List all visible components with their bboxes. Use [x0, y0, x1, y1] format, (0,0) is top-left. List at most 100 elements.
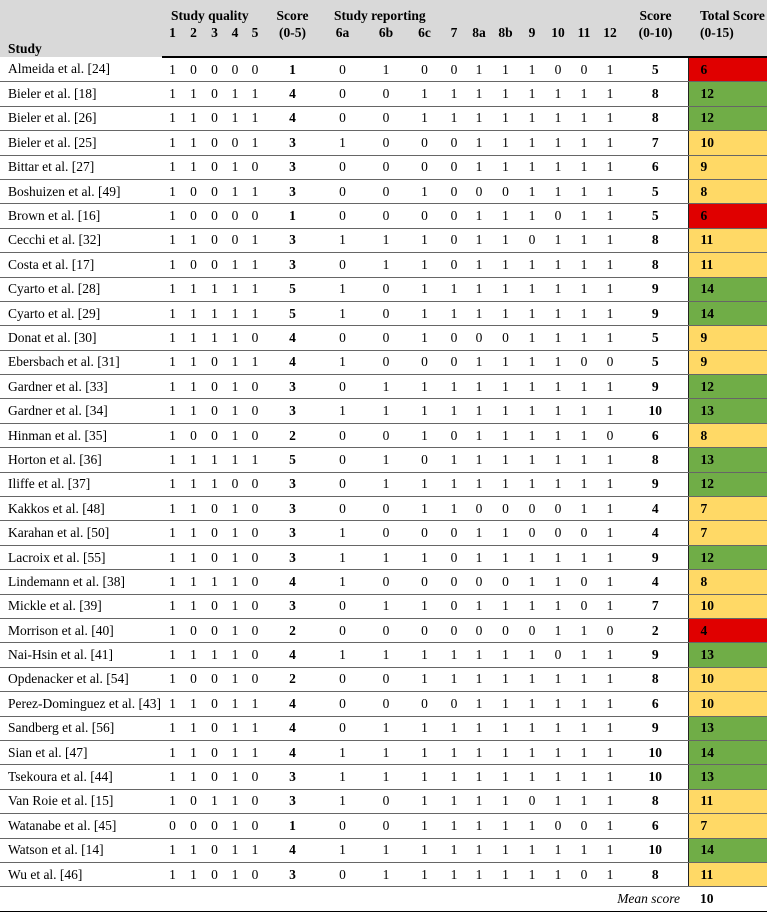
reporting-item-cell: 1 [466, 350, 493, 376]
table-row: Bieler et al. [18] 1 1 0 1 1 4 0 0 1 1 1 1 1 1 1 1 8 12 [0, 81, 768, 107]
reporting-item-cell: 0 [407, 155, 443, 180]
reporting-item-cell: 0 [365, 203, 408, 229]
reporting-item-cell: 0 [365, 179, 408, 205]
quality-item-cell: 1 [245, 350, 266, 376]
column-header-r6c: 6c [407, 24, 443, 58]
reporting-item-cell: 1 [545, 423, 572, 449]
reporting-item-cell: 0 [320, 374, 366, 400]
reporting-score-cell: 6 [623, 813, 689, 839]
reporting-item-cell: 1 [571, 179, 598, 205]
reporting-item-cell: 0 [365, 569, 408, 595]
quality-item-cell: 1 [162, 740, 183, 766]
reporting-item-cell: 0 [442, 57, 467, 83]
quality-item-cell: 1 [225, 325, 245, 351]
reporting-score-cell: 8 [623, 447, 689, 473]
quality-item-cell: 1 [245, 277, 266, 302]
quality-item-cell: 1 [225, 81, 245, 107]
reporting-item-cell: 1 [492, 520, 520, 546]
reporting-item-cell: 0 [545, 203, 572, 229]
reporting-item-cell: 1 [571, 398, 598, 424]
reporting-item-cell: 0 [466, 618, 493, 644]
reporting-item-cell: 1 [545, 277, 572, 302]
reporting-item-cell: 0 [442, 691, 467, 717]
quality-item-cell: 1 [183, 447, 204, 473]
quality-score-cell: 5 [265, 301, 321, 327]
table-row: Hinman et al. [35] 1 0 0 1 0 2 0 0 1 0 1 1 1 1 1 0 6 8 [0, 423, 768, 449]
reporting-item-cell: 1 [545, 545, 572, 571]
quality-item-cell: 1 [162, 374, 183, 400]
reporting-item-cell: 1 [492, 813, 520, 839]
reporting-item-cell: 1 [571, 618, 598, 644]
reporting-item-cell: 1 [407, 472, 443, 498]
quality-item-cell: 1 [183, 740, 204, 766]
reporting-item-cell: 1 [466, 594, 493, 619]
reporting-item-cell: 1 [571, 716, 598, 741]
quality-item-cell: 1 [183, 301, 204, 327]
quality-score-cell: 2 [265, 667, 321, 693]
quality-score-cell: 4 [265, 569, 321, 595]
quality-item-cell: 1 [245, 252, 266, 278]
reporting-item-cell: 0 [320, 496, 366, 522]
reporting-item-cell: 1 [597, 642, 624, 668]
total-score-cell: 13 [687, 764, 768, 790]
quality-item-cell: 1 [162, 520, 183, 546]
reporting-item-cell: 1 [492, 716, 520, 741]
reporting-item-cell: 1 [597, 57, 624, 83]
reporting-item-cell: 1 [571, 740, 598, 766]
quality-item-cell: 1 [162, 838, 183, 863]
reporting-item-cell: 1 [545, 862, 572, 888]
total-score-cell: 11 [687, 252, 768, 278]
reporting-score-cell: 8 [623, 252, 689, 278]
quality-item-cell: 1 [225, 374, 245, 400]
quality-score-cell: 3 [265, 862, 321, 888]
reporting-item-cell: 1 [442, 813, 467, 839]
reporting-item-cell: 1 [545, 301, 572, 327]
reporting-item-cell: 1 [492, 57, 520, 83]
quality-item-cell: 1 [162, 594, 183, 619]
column-header-r8b: 8b [492, 24, 520, 58]
quality-item-cell: 1 [225, 447, 245, 473]
reporting-item-cell: 0 [365, 618, 408, 644]
quality-item-cell: 0 [245, 325, 266, 351]
quality-item-cell: 0 [225, 472, 245, 498]
column-header-r9: 9 [519, 24, 546, 58]
reporting-item-cell: 1 [466, 838, 493, 863]
reporting-score-cell: 9 [623, 374, 689, 400]
quality-item-cell: 1 [162, 545, 183, 571]
study-name-cell: Gardner et al. [33] [0, 374, 162, 400]
total-score-cell: 11 [687, 228, 768, 254]
reporting-score-cell: 9 [623, 545, 689, 571]
reporting-item-cell: 1 [597, 496, 624, 522]
table-header: Study Study quality Score Study reportin… [0, 0, 768, 58]
table-row: Cyarto et al. [28] 1 1 1 1 1 5 1 0 1 1 1 1 1 1 1 1 9 14 [0, 277, 768, 302]
reporting-item-cell: 0 [365, 520, 408, 546]
reporting-item-cell: 1 [545, 398, 572, 424]
quality-item-cell: 0 [245, 545, 266, 571]
quality-item-cell: 1 [183, 642, 204, 668]
reporting-item-cell: 1 [492, 398, 520, 424]
quality-item-cell: 1 [183, 106, 204, 132]
reporting-score-cell: 9 [623, 301, 689, 327]
reporting-item-cell: 1 [519, 398, 546, 424]
reporting-item-cell: 0 [442, 155, 467, 180]
quality-item-cell: 0 [183, 813, 204, 839]
quality-item-cell: 1 [162, 667, 183, 693]
reporting-item-cell: 1 [597, 179, 624, 205]
column-header-r11: 11 [571, 24, 598, 58]
quality-item-cell: 0 [204, 716, 225, 741]
reporting-item-cell: 1 [407, 667, 443, 693]
reporting-item-cell: 0 [365, 789, 408, 815]
reporting-item-cell: 1 [365, 545, 408, 571]
reporting-score-cell: 4 [623, 520, 689, 546]
quality-item-cell: 0 [204, 740, 225, 766]
reporting-item-cell: 1 [571, 374, 598, 400]
quality-item-cell: 1 [225, 740, 245, 766]
quality-item-cell: 1 [225, 520, 245, 546]
quality-item-cell: 1 [225, 423, 245, 449]
reporting-item-cell: 1 [519, 423, 546, 449]
reporting-item-cell: 1 [466, 447, 493, 473]
reporting-item-cell: 0 [320, 155, 366, 180]
reporting-item-cell: 1 [407, 81, 443, 107]
quality-item-cell: 1 [183, 862, 204, 888]
